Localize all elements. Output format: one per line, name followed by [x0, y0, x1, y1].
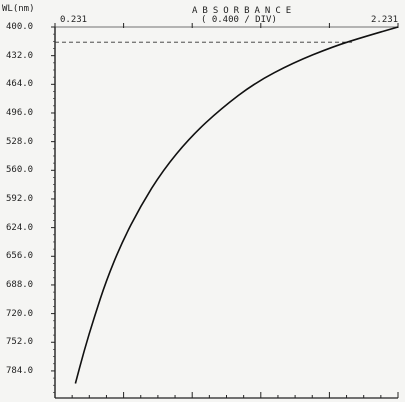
y-tick-label: 624.0 [6, 222, 34, 233]
x-scale-left-label: 0.231 [60, 15, 88, 25]
y-tick-label: 496.0 [6, 107, 34, 118]
y-tick-label: 592.0 [6, 193, 34, 204]
y-tick-label: 720.0 [6, 308, 34, 319]
y-tick-label: 400.0 [6, 22, 34, 32]
chart-subtitle: ( 0.400 / DIV) [201, 15, 277, 25]
y-tick-label: 464.0 [6, 79, 34, 90]
chart-title: ABSORBANCE [192, 6, 297, 16]
y-tick-label: 432.0 [6, 50, 34, 61]
absorbance-curve [74, 26, 399, 384]
y-tick-label: 656.0 [6, 251, 34, 262]
y-tick-label: 688.0 [6, 279, 34, 290]
y-tick-label: 560.0 [6, 165, 34, 176]
y-axis-label: WL(nm) [2, 4, 35, 14]
y-tick-label: 528.0 [6, 136, 34, 147]
y-tick-label: 752.0 [6, 337, 34, 348]
y-tick-label: 784.0 [6, 365, 34, 376]
x-scale-right-label: 2.231 [371, 15, 399, 25]
